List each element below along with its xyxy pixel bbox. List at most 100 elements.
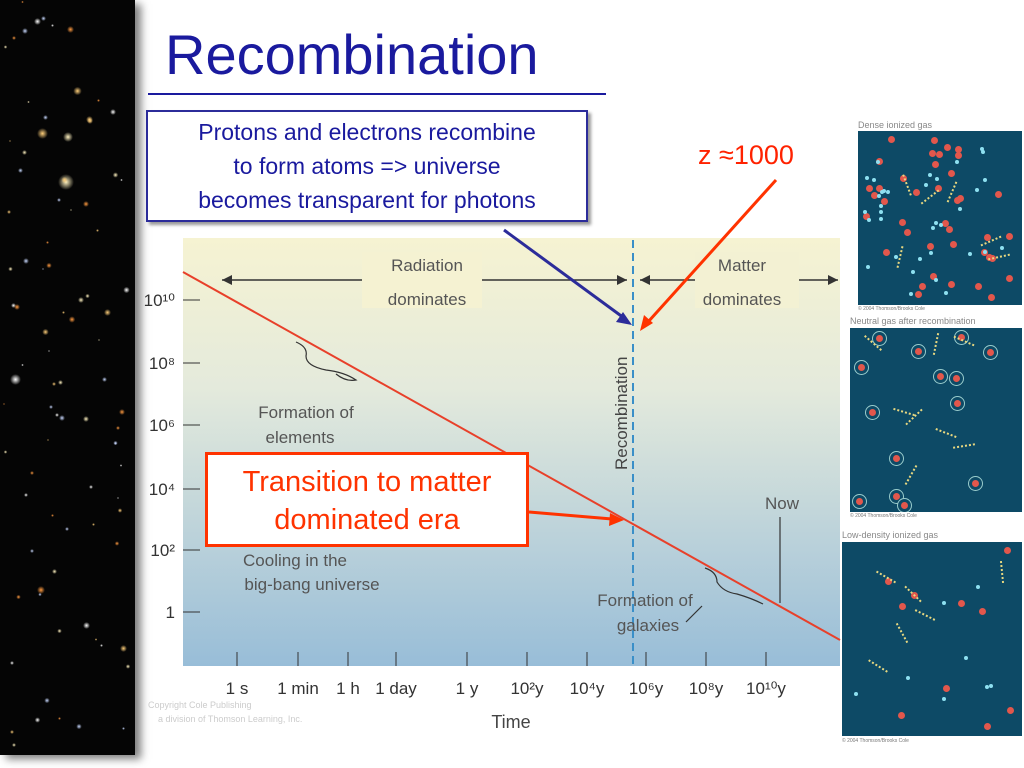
x-tick-label: 1 h xyxy=(336,679,360,698)
proton-dot xyxy=(1006,706,1014,714)
electron-dot xyxy=(885,189,890,194)
proton-dot xyxy=(914,291,922,299)
matter-dominates-label: dominates xyxy=(703,290,781,309)
callout-line: becomes transparent for photons xyxy=(198,187,536,213)
x-tick-label: 10⁴y xyxy=(570,679,605,698)
y-tick-label: 1 xyxy=(166,603,175,622)
star xyxy=(8,266,13,272)
electron-dot xyxy=(878,210,883,215)
proton-dot xyxy=(941,219,949,227)
star xyxy=(69,209,72,212)
proton-dot xyxy=(884,578,892,586)
proton-dot xyxy=(989,255,997,263)
proton-dot xyxy=(957,334,965,342)
electron-dot xyxy=(976,585,981,590)
proton-dot xyxy=(987,348,995,356)
proton-dot xyxy=(984,233,992,241)
photon-squiggle xyxy=(895,622,908,644)
star xyxy=(42,115,48,120)
photon-squiggle xyxy=(902,174,913,197)
electron-dot xyxy=(927,172,932,177)
panel-label-low-density: Low-density ionized gas xyxy=(842,530,939,540)
x-tick-label: 10¹⁰y xyxy=(746,679,786,698)
proton-dot xyxy=(975,283,983,290)
star xyxy=(2,402,6,406)
star xyxy=(63,132,74,142)
proton-dot xyxy=(869,408,877,416)
star xyxy=(27,100,30,103)
photon-squiggle xyxy=(933,332,940,355)
electron-dot xyxy=(929,250,934,255)
now-label: Now xyxy=(765,494,800,513)
star xyxy=(6,209,12,215)
y-tick-label: 10⁴ xyxy=(149,480,175,499)
star xyxy=(57,198,62,203)
proton-dot xyxy=(865,185,873,193)
proton-dot xyxy=(945,226,953,234)
callout-arrow xyxy=(503,228,625,320)
star xyxy=(11,742,16,748)
electron-dot xyxy=(911,269,916,274)
proton-dot xyxy=(919,282,927,290)
electron-dot xyxy=(980,149,985,154)
star xyxy=(57,628,62,634)
star xyxy=(17,167,23,174)
y-tick-label: 10² xyxy=(150,541,175,560)
proton-dot xyxy=(954,399,962,407)
proton-dot xyxy=(881,198,889,206)
star xyxy=(50,23,54,28)
star xyxy=(54,412,60,418)
electron-dot xyxy=(967,251,972,256)
z-arrow xyxy=(646,178,778,324)
star xyxy=(21,150,28,156)
star xyxy=(21,363,24,366)
photon-squiggle xyxy=(953,443,976,449)
proton-dot xyxy=(892,455,900,463)
star xyxy=(85,115,93,123)
proton-dot xyxy=(914,348,922,356)
proton-dot xyxy=(995,190,1003,198)
proton-dot xyxy=(931,136,939,144)
proton-dot xyxy=(931,160,939,168)
star xyxy=(77,296,85,304)
star xyxy=(49,404,54,410)
formation-galaxies-label: Formation of xyxy=(597,591,693,610)
chart-credit: Copyright Cole Publishing xyxy=(148,700,252,710)
galaxies-brace xyxy=(704,567,764,605)
formation-elements-label: elements xyxy=(266,428,335,447)
proton-dot xyxy=(988,294,996,302)
callout-line: to form atoms => universe xyxy=(233,153,501,179)
photon-squiggle xyxy=(921,189,940,205)
recombination-callout: Protons and electrons recombine to form … xyxy=(146,110,588,222)
electron-dot xyxy=(863,209,867,214)
proton-dot xyxy=(956,194,964,202)
star xyxy=(113,172,119,178)
star xyxy=(120,178,123,182)
cooling-label: Cooling in the xyxy=(243,551,347,570)
star xyxy=(96,229,100,233)
electron-dot xyxy=(865,264,870,269)
star xyxy=(23,493,28,498)
star xyxy=(51,514,55,518)
transition-callout: Transition to matter dominated era xyxy=(205,452,529,547)
x-tick-label: 1 s xyxy=(226,679,249,698)
proton-dot xyxy=(899,174,907,182)
x-tick-label: 10²y xyxy=(510,679,544,698)
star xyxy=(30,549,34,554)
proton-dot xyxy=(954,146,962,153)
electron-dot xyxy=(984,685,989,690)
star xyxy=(9,373,22,386)
electron-dot xyxy=(944,290,949,295)
star xyxy=(62,310,65,314)
star xyxy=(96,98,100,103)
star xyxy=(45,240,50,245)
star xyxy=(83,200,89,207)
proton-dot xyxy=(892,493,900,501)
star xyxy=(23,258,30,265)
y-tick-label: 10⁸ xyxy=(149,354,175,373)
star xyxy=(120,645,128,653)
panel-credit-neutral: © 2004 Thomson/Brooks Cole xyxy=(850,513,917,519)
electron-dot xyxy=(894,255,899,260)
electron-dot xyxy=(939,223,944,228)
photon-squiggle xyxy=(867,659,888,673)
